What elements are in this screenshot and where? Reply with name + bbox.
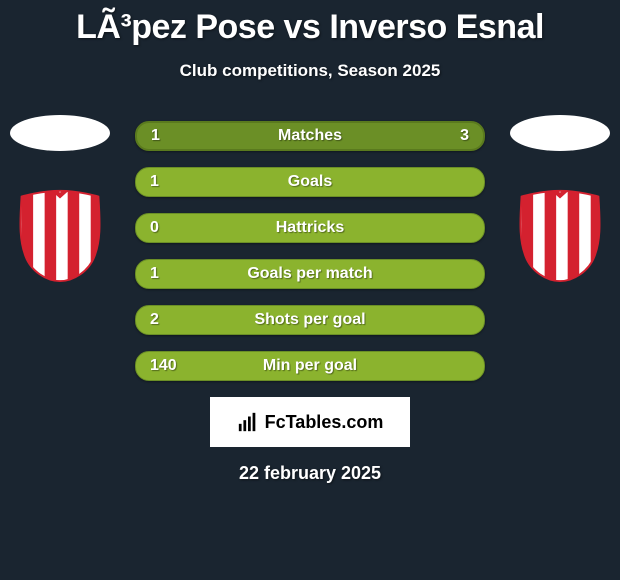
stat-left-value: 1 bbox=[150, 265, 159, 283]
stat-row: 0 Hattricks bbox=[135, 213, 485, 243]
stat-left-value: 140 bbox=[150, 357, 177, 375]
stat-row: 1 Goals per match bbox=[135, 259, 485, 289]
stat-right-value: 3 bbox=[460, 127, 469, 145]
stat-left-value: 1 bbox=[151, 127, 160, 145]
stat-left-value: 2 bbox=[150, 311, 159, 329]
chart-icon bbox=[237, 411, 259, 433]
stat-label: Goals bbox=[288, 173, 332, 191]
stat-label: Goals per match bbox=[247, 265, 372, 283]
stat-label: Min per goal bbox=[263, 357, 357, 375]
brand-badge: FcTables.com bbox=[210, 397, 410, 447]
stat-left-value: 0 bbox=[150, 219, 159, 237]
stat-row: 1 Goals bbox=[135, 167, 485, 197]
stat-row: 1 Matches 3 bbox=[135, 121, 485, 151]
player-left-slot bbox=[10, 115, 110, 283]
page-title: LÃ³pez Pose vs Inverso Esnal bbox=[0, 0, 620, 47]
player-right-silhouette bbox=[510, 115, 610, 151]
main-area: 1 Matches 3 1 Goals 0 Hattricks 1 Goals per matc… bbox=[0, 121, 620, 484]
footer-date: 22 february 2025 bbox=[0, 463, 620, 484]
stat-left-value: 1 bbox=[150, 173, 159, 191]
page-subtitle: Club competitions, Season 2025 bbox=[0, 61, 620, 81]
brand-text: FcTables.com bbox=[265, 412, 384, 433]
stat-label: Matches bbox=[278, 127, 342, 145]
stat-row: 2 Shots per goal bbox=[135, 305, 485, 335]
stats-container: 1 Matches 3 1 Goals 0 Hattricks 1 Goals per matc… bbox=[135, 121, 485, 381]
stat-label: Shots per goal bbox=[254, 311, 365, 329]
stat-row: 140 Min per goal bbox=[135, 351, 485, 381]
club-logo-right bbox=[512, 187, 608, 283]
player-right-slot bbox=[510, 115, 610, 283]
player-left-silhouette bbox=[10, 115, 110, 151]
stat-label: Hattricks bbox=[276, 219, 344, 237]
club-logo-left bbox=[12, 187, 108, 283]
